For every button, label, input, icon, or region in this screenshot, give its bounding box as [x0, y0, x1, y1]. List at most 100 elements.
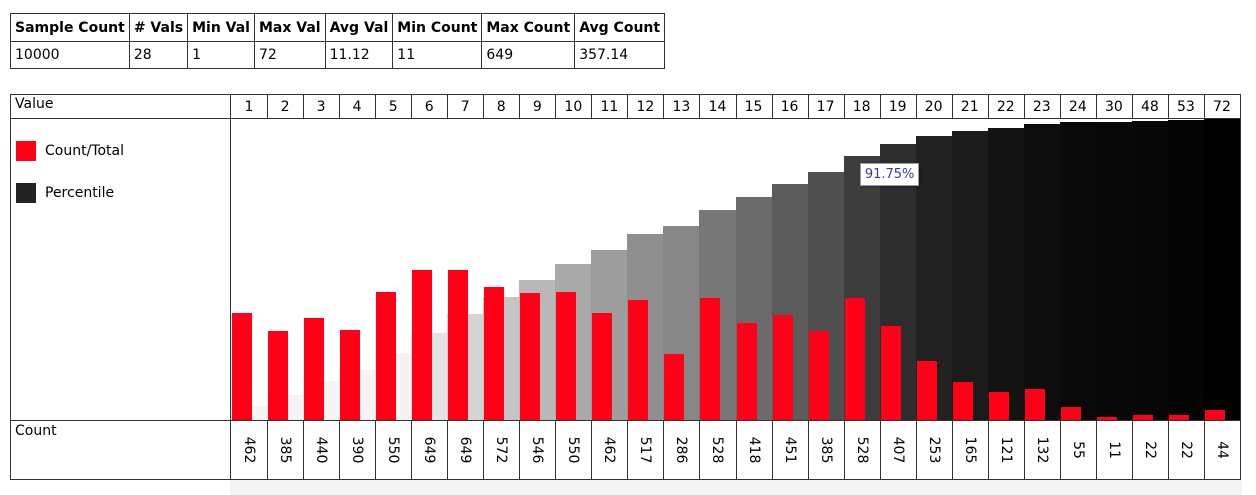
column-divider [519, 420, 520, 479]
count-bar[interactable] [484, 287, 504, 420]
count-bar[interactable] [592, 312, 612, 420]
column-divider [699, 95, 700, 119]
count-value-cell: 132 [1024, 421, 1060, 479]
percentile-bar[interactable] [952, 131, 988, 420]
percentile-bar[interactable] [1096, 121, 1132, 420]
count-bar[interactable] [1097, 417, 1117, 420]
count-bar[interactable] [664, 353, 684, 420]
count-value-cell: 22 [1132, 421, 1168, 479]
count-value-cell: 165 [952, 421, 988, 479]
stats-value-cell: 1 [187, 41, 255, 69]
count-bar[interactable] [232, 312, 252, 420]
count-bar[interactable] [448, 269, 468, 420]
count-bar[interactable] [700, 297, 720, 420]
count-bar[interactable] [340, 329, 360, 420]
percentile-bar[interactable] [1168, 120, 1204, 420]
category-label: 21 [960, 99, 979, 115]
percentile-bar[interactable] [1060, 121, 1096, 420]
column-divider [411, 95, 412, 119]
category-label: 3 [316, 99, 326, 115]
column-divider [483, 95, 484, 119]
count-value-cell: 44 [1204, 421, 1240, 479]
category-label: 4 [352, 99, 362, 115]
column-divider [519, 95, 520, 119]
count-bar[interactable] [881, 325, 901, 420]
count-value-cell: 390 [339, 421, 375, 479]
column-divider [663, 420, 664, 479]
column-divider [772, 95, 773, 119]
count-value-cell: 121 [988, 421, 1024, 479]
count-bar[interactable] [520, 293, 540, 420]
count-bar[interactable] [845, 297, 865, 420]
stats-value-cell: 11 [392, 41, 483, 69]
column-divider [988, 420, 989, 479]
legend-count-total-label: Count/Total [45, 143, 124, 159]
count-value: 132 [1033, 436, 1050, 464]
count-value-cell: 407 [880, 421, 916, 479]
column-divider [808, 420, 809, 479]
count-divider [11, 420, 1240, 421]
count-value: 407 [889, 436, 906, 464]
count-value-cell: 517 [627, 421, 663, 479]
column-divider [1132, 420, 1133, 479]
column-divider [555, 95, 556, 119]
count-value-cell: 55 [1060, 421, 1096, 479]
column-divider [267, 420, 268, 479]
count-bar[interactable] [412, 269, 432, 420]
category-label: 10 [564, 99, 583, 115]
stats-value-cell: 649 [481, 41, 576, 69]
category-label: 5 [388, 99, 398, 115]
count-value: 44 [1213, 441, 1230, 459]
column-divider [1168, 420, 1169, 479]
stats-header-cell: # Vals [128, 13, 189, 42]
column-divider [375, 420, 376, 479]
stats-header-row: Sample Count # Vals Min Val Max Val Avg Val M… [10, 13, 666, 42]
count-bar[interactable] [737, 323, 757, 420]
count-value-cell: 572 [483, 421, 519, 479]
count-bar[interactable] [628, 300, 648, 420]
column-divider [880, 95, 881, 119]
category-label: 12 [636, 99, 655, 115]
count-value-cell: 22 [1168, 421, 1204, 479]
count-bar[interactable] [1205, 409, 1225, 420]
count-bar[interactable] [917, 361, 937, 420]
count-bar[interactable] [773, 315, 793, 420]
column-divider [952, 420, 953, 479]
percentile-bar[interactable] [1132, 121, 1168, 420]
plot-area: 1 462 2 385 3 440 4 390 5 550 6 649 7 649 8 572 9 546 10 55… [231, 95, 1240, 479]
count-bar[interactable] [1061, 407, 1081, 420]
category-label: 16 [780, 99, 799, 115]
count-value: 286 [673, 436, 690, 464]
percentile-bar[interactable] [1204, 119, 1240, 420]
percentile-tooltip: 91.75% [859, 162, 920, 186]
category-label: 8 [496, 99, 506, 115]
stats-header-cell: Max Count [481, 13, 576, 42]
column-divider [1060, 95, 1061, 119]
stats-header-cell: Sample Count [10, 13, 130, 42]
count-bar[interactable] [809, 330, 829, 420]
count-value: 165 [961, 436, 978, 464]
count-value: 546 [529, 436, 546, 464]
count-value-cell: 550 [375, 421, 411, 479]
distribution-chart: Value Count Count/Total Percentile 1 462 2… [10, 94, 1241, 480]
stats-value-cell: 357.14 [574, 41, 666, 69]
count-value-cell: 649 [411, 421, 447, 479]
count-value: 55 [1069, 441, 1086, 459]
count-bar[interactable] [304, 317, 324, 420]
column-divider [916, 95, 917, 119]
percentile-bar[interactable] [1024, 123, 1060, 420]
count-bar[interactable] [1025, 389, 1045, 420]
count-bar[interactable] [953, 381, 973, 420]
count-bar[interactable] [268, 330, 288, 420]
column-divider [844, 95, 845, 119]
count-bar[interactable] [556, 292, 576, 420]
count-value: 462 [601, 436, 618, 464]
column-divider [1024, 420, 1025, 479]
count-bar[interactable] [1133, 414, 1153, 420]
count-value: 462 [241, 436, 258, 464]
percentile-bar[interactable] [988, 127, 1024, 420]
count-bar[interactable] [989, 391, 1009, 420]
count-bar[interactable] [376, 292, 396, 420]
count-bar[interactable] [1169, 414, 1189, 420]
count-value-cell: 550 [555, 421, 591, 479]
